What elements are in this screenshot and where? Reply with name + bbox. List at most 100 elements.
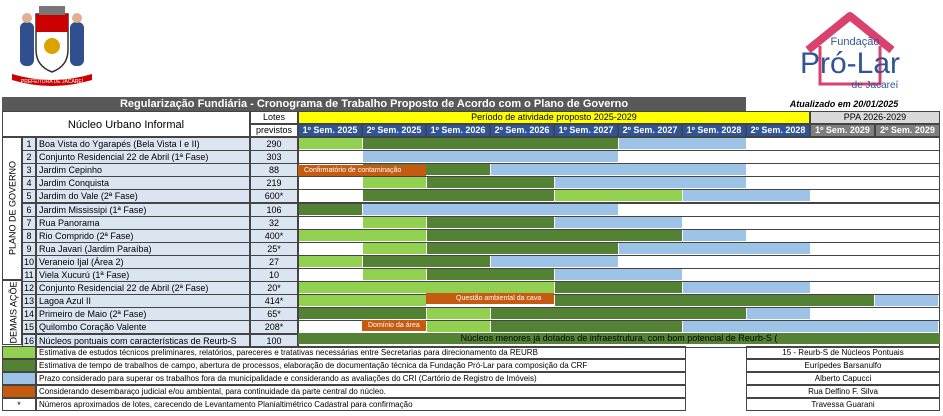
row-name: Rua Panorama xyxy=(36,216,250,230)
semester-header: 1º Sem. 2025 xyxy=(298,124,362,137)
semester-header: 1º Sem. 2029 xyxy=(810,124,875,137)
row-number: 10 xyxy=(22,255,36,269)
period-header: Período de atividade proposto 2025-2029 xyxy=(298,111,810,124)
row-name: Primeiro de Maio (2ª Fase) xyxy=(36,307,250,321)
contaminacao-note: Confirmatório de contaminação xyxy=(298,165,426,176)
row-lotes: 20* xyxy=(250,281,298,295)
side-list-item: Eurípedes Barsanulfo xyxy=(746,359,940,372)
semester-header: 2º Sem. 2025 xyxy=(362,124,426,137)
page-title: Regularização Fundiária - Cronograma de … xyxy=(2,97,746,111)
row-number: 14 xyxy=(22,307,36,321)
row-lotes: 600* xyxy=(250,189,298,203)
gantt-bar xyxy=(363,269,426,280)
gantt-bar xyxy=(427,243,618,254)
gantt-bar xyxy=(555,190,682,201)
gantt-bar xyxy=(555,177,746,188)
gantt-bar xyxy=(427,230,682,241)
gantt-bar xyxy=(491,321,682,332)
gantt-bar xyxy=(363,138,618,149)
gantt-bar xyxy=(363,164,490,175)
gantt-bar xyxy=(427,217,554,228)
legend-text: Considerando desembaraço judicial e/ou a… xyxy=(36,385,686,398)
gantt-bar xyxy=(747,308,810,319)
row-name: Jardim Conquista xyxy=(36,176,250,190)
row-lotes: 208* xyxy=(250,320,298,334)
gantt-bar xyxy=(299,256,362,267)
gantt-bar xyxy=(427,308,490,319)
ambiental-note: Questão ambiental da cava xyxy=(426,293,554,304)
row-lotes: 88 xyxy=(250,163,298,177)
ppa-header: PPA 2026-2029 xyxy=(810,111,940,124)
gantt-bar xyxy=(555,269,682,280)
row-timeline xyxy=(298,189,940,203)
gantt-bar xyxy=(555,217,682,228)
row-lotes: 32 xyxy=(250,216,298,230)
fundacao-label: Fundação xyxy=(830,36,880,48)
updated-date: Atualizado em 20/01/2025 xyxy=(789,99,899,109)
gantt-bar xyxy=(363,243,426,254)
gantt-bar xyxy=(299,308,426,319)
legend-text: Prazo considerado para superar os trabal… xyxy=(36,372,686,385)
row-number: 13 xyxy=(22,294,36,308)
gantt-bar xyxy=(299,230,426,241)
gantt-bar xyxy=(875,295,938,306)
previstos-column-header: previstos xyxy=(250,124,298,137)
row-number: 7 xyxy=(22,216,36,230)
gantt-bar xyxy=(427,177,554,188)
row-number: 9 xyxy=(22,242,36,256)
row-name: Jardim Cepinho xyxy=(36,163,250,177)
legend-swatch xyxy=(2,346,36,359)
row-number: 12 xyxy=(22,281,36,295)
gantt-bar xyxy=(555,282,682,293)
row-lotes: 25* xyxy=(250,242,298,256)
legend-swatch xyxy=(2,372,36,385)
row-name: Boa Vista do Ygarapés (Bela Vista I e II… xyxy=(36,137,250,151)
row-name: Jardim Mississipi (1ª Fase) xyxy=(36,203,250,217)
nucleo-column-header: Núcleo Urbano Informal xyxy=(2,111,250,137)
gantt-bar xyxy=(363,177,426,188)
group-demais-cell: DEMAIS AÇÕES xyxy=(2,280,22,345)
semester-header: 2º Sem. 2026 xyxy=(490,124,554,137)
row-name: Viela Xucurú (1ª Fase) xyxy=(36,268,250,282)
gantt-bar xyxy=(555,295,874,306)
gantt-bar xyxy=(299,204,362,215)
row-name: Veraneio Ijal (Área 2) xyxy=(36,255,250,269)
gantt-bar xyxy=(683,190,810,201)
row-lotes: 290 xyxy=(250,137,298,151)
row-number: 5 xyxy=(22,189,36,203)
gantt-bar xyxy=(363,256,490,267)
row-lotes: 100 xyxy=(250,334,298,348)
row-number: 16 xyxy=(22,334,36,348)
gantt-bar xyxy=(491,308,746,319)
side-list-item: Alberto Capucci xyxy=(746,372,940,385)
side-list-item: Travessa Guarani xyxy=(746,398,940,411)
gantt-bar xyxy=(619,138,746,149)
gantt-bar xyxy=(363,151,618,162)
semester-header: 2º Sem. 2029 xyxy=(875,124,940,137)
row-number: 1 xyxy=(22,137,36,151)
semester-header: 2º Sem. 2027 xyxy=(618,124,682,137)
semester-header: 1º Sem. 2027 xyxy=(554,124,618,137)
row-lotes: 27 xyxy=(250,255,298,269)
legend-text: Estimativa de tempo de trabalhos de camp… xyxy=(36,359,686,372)
jacarei-label: de Jacareí xyxy=(851,80,899,91)
row-name: Lagoa Azul II xyxy=(36,294,250,308)
row-name: Núcleos pontuais com características de … xyxy=(36,334,250,348)
row-lotes: 400* xyxy=(250,229,298,243)
group-plano-label: PLANO DE GOVERNO xyxy=(7,160,18,256)
legend-swatch xyxy=(2,359,36,372)
gantt-bar xyxy=(683,321,938,332)
row-lotes: 106 xyxy=(250,203,298,217)
row-lotes: 10 xyxy=(250,268,298,282)
semester-header: 1º Sem. 2026 xyxy=(426,124,490,137)
dominio-note: Domínio da área xyxy=(362,320,426,331)
row-number: 2 xyxy=(22,150,36,164)
row-number: 4 xyxy=(22,176,36,190)
city-banner-text: PREFEITURA DE JACAREÍ xyxy=(20,79,84,85)
group-demais-label: DEMAIS AÇÕES xyxy=(8,280,19,344)
prolar-label: Pró-Lar xyxy=(799,47,901,80)
row-name: Jardim do Vale (2ª Fase) xyxy=(36,189,250,203)
legend-text: Números aproximados de lotes, carecendo … xyxy=(36,398,686,411)
row-lotes: 65* xyxy=(250,307,298,321)
gantt-bar xyxy=(619,243,810,254)
